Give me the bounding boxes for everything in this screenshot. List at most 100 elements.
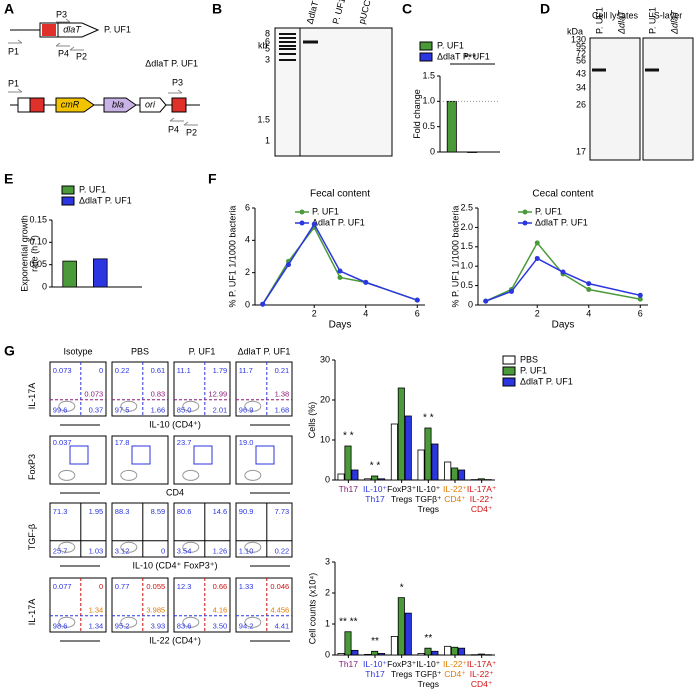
flow-value: 12.3 (177, 582, 192, 591)
bar (444, 645, 452, 656)
point (363, 279, 369, 285)
bar (397, 597, 405, 656)
flow-column-header: ΔdlaT P. UF1 (238, 346, 291, 356)
flow-contour (120, 469, 138, 481)
flow-y-label: IL-17A (27, 382, 37, 410)
y-axis-label-box: % P. UF1 1/1000 bacteria (450, 205, 460, 308)
bar (378, 478, 386, 481)
flow-value: 1.38 (275, 389, 290, 398)
x-tick-label: FoxP3⁺ Tregs (387, 484, 417, 504)
construct-text: dlaT (63, 24, 82, 34)
flow-value: 80.6 (177, 507, 192, 516)
flow-contour (182, 400, 200, 412)
flow-value: 0.83 (151, 389, 166, 398)
gel-group: S-layer (654, 10, 683, 20)
point (260, 301, 266, 307)
line (262, 222, 418, 305)
y-tick-label: 0 (468, 299, 473, 309)
flow-value: 17.8 (115, 438, 130, 447)
point (637, 292, 643, 298)
flow-y-label: TGF-β (27, 523, 37, 551)
flow-y-label: IL-17A (27, 598, 37, 626)
construct-text: P4 (58, 48, 69, 58)
bar (484, 479, 492, 481)
legend-label: ΔdlaT P. UF1 (312, 217, 365, 227)
bar (364, 478, 372, 481)
flow-value: 1.10 (239, 547, 254, 556)
bar (467, 151, 478, 153)
y-tick-label: 30 (320, 354, 330, 364)
legend-swatch (502, 377, 516, 387)
gel-d (589, 37, 694, 161)
flow-value: 4.16 (213, 605, 228, 614)
flow-column-header: PBS (131, 346, 149, 356)
flow-value: 83.6 (177, 622, 192, 631)
legend-swatch (502, 355, 516, 365)
flow-value: 7.73 (275, 507, 290, 516)
flow-value: 0.077 (53, 582, 72, 591)
bar (404, 415, 412, 481)
bar (431, 650, 439, 656)
x-tick-label-box: IL-10⁺ Th17 (363, 659, 387, 679)
flow-value: 1.03 (89, 547, 104, 556)
flow-value: 95.2 (115, 622, 130, 631)
flow-value: 0.073 (84, 389, 103, 398)
panel-label: F (208, 171, 217, 187)
legend-swatch (299, 209, 305, 215)
flow-value: 98.6 (53, 622, 68, 631)
x-tick-label: Th17 (338, 659, 359, 669)
significance: * (400, 582, 404, 593)
point (483, 298, 489, 304)
bar (451, 467, 459, 481)
bar (62, 260, 77, 288)
flow-x-label: IL-10 (CD4⁺ FoxP3⁺) (132, 560, 217, 570)
point (560, 269, 566, 275)
y-axis-label-box: Cells (%) (307, 402, 317, 439)
y-tick-label: 1 (325, 618, 330, 628)
y-axis-label: Exponential growth rate (h⁻¹) (19, 215, 39, 292)
x-tick-label-box: Th17 (339, 484, 358, 494)
flow-value: 0.046 (270, 582, 289, 591)
x-tick-label-box: FoxP3⁺ Tregs (387, 659, 416, 679)
legend-label: ΔdlaT P. UF1 (520, 376, 573, 386)
bar (458, 469, 466, 481)
bar (417, 449, 425, 481)
x-tick-label: 4 (363, 308, 368, 318)
legend-swatch (522, 209, 528, 215)
y-tick-label: 1.0 (460, 261, 473, 271)
flow-contour (244, 469, 262, 481)
point (534, 255, 540, 261)
flow-value: 11.1 (177, 366, 191, 375)
panel-label: B (212, 1, 222, 17)
construct-diagram (8, 18, 200, 126)
flow-value: 0.37 (89, 406, 104, 415)
gel-unit: kb (258, 40, 268, 50)
flow-contour (58, 400, 76, 412)
gate (255, 445, 275, 465)
bar (477, 653, 485, 656)
y-axis-label: % P. UF1 1/1000 bacteria (450, 205, 460, 308)
x-tick-label: IL-22⁺ CD4⁺ (443, 484, 467, 504)
flow-value: 0.055 (146, 582, 165, 591)
flow-plot (173, 502, 231, 558)
gel-marker: 56 (576, 55, 586, 65)
y-tick-label: 0 (325, 649, 330, 659)
x-tick-label: IL-17A⁺ IL-22⁺ CD4⁺ (466, 659, 497, 689)
flow-value: 4.41 (275, 622, 290, 631)
flow-plot (111, 502, 169, 558)
bar (371, 650, 379, 656)
x-tick-label: IL-10⁺ Th17 (363, 659, 387, 679)
flow-value: 99.6 (53, 406, 68, 415)
point (285, 262, 291, 268)
x-tick-label-box: IL-10⁺ Th17 (363, 484, 387, 504)
significance: ** ** (339, 616, 357, 627)
x-tick-label-box: IL-10⁺ TGFβ⁺ Tregs (415, 484, 441, 514)
gel-marker: 34 (576, 82, 586, 92)
x-axis-label: Days (329, 320, 352, 331)
gel-marker: 1 (265, 135, 270, 145)
flow-contour (182, 541, 200, 553)
y-tick-label: 20 (320, 394, 330, 404)
construct-text: P4 (168, 124, 179, 134)
point (508, 288, 514, 294)
gel-lane: pUCC-dlaT (357, 0, 378, 25)
